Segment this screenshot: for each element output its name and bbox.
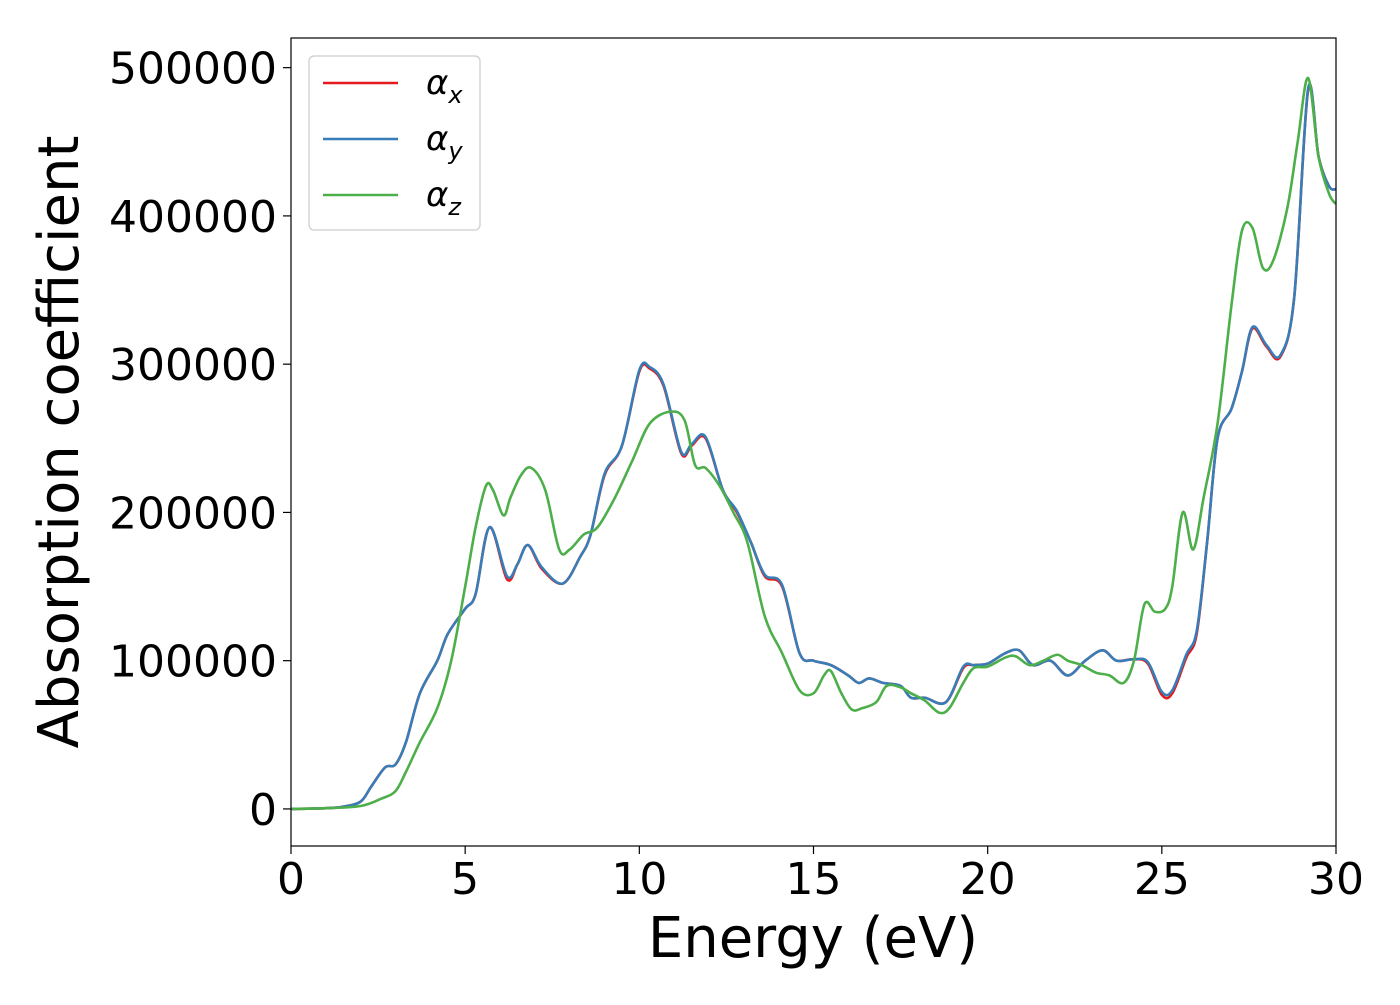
x-tick-label: 25 — [1134, 854, 1190, 905]
x-ticks: 0 5 10 15 20 25 30 — [277, 846, 1364, 905]
y-tick-label: 0 — [249, 785, 277, 836]
x-tick-label: 15 — [786, 854, 842, 905]
x-axis-label: Energy (eV) — [648, 906, 978, 971]
legend-label-x: αx — [426, 63, 463, 109]
y-axis-label: Absorption coefficient — [27, 136, 92, 749]
y-tick-label: 300000 — [109, 340, 277, 391]
y-tick-label: 400000 — [109, 192, 277, 243]
legend-label-z: αz — [426, 175, 462, 221]
legend-label-y: αy — [426, 119, 463, 165]
x-tick-label: 0 — [277, 854, 305, 905]
series-line-z — [291, 76, 1336, 811]
x-tick-label: 10 — [611, 854, 667, 905]
series-line-y — [291, 83, 1336, 811]
y-tick-label: 200000 — [109, 488, 277, 539]
series-layer — [291, 76, 1336, 811]
y-tick-label: 500000 — [109, 44, 277, 95]
y-ticks: 0 100000 200000 300000 400000 500000 — [109, 44, 291, 836]
legend: αx αy αz — [308, 55, 481, 231]
x-tick-label: 30 — [1308, 854, 1364, 905]
x-tick-label: 20 — [960, 854, 1016, 905]
legend-box — [308, 55, 481, 231]
y-tick-label: 100000 — [109, 637, 277, 688]
x-tick-label: 5 — [451, 854, 479, 905]
plot-frame — [290, 37, 1337, 847]
